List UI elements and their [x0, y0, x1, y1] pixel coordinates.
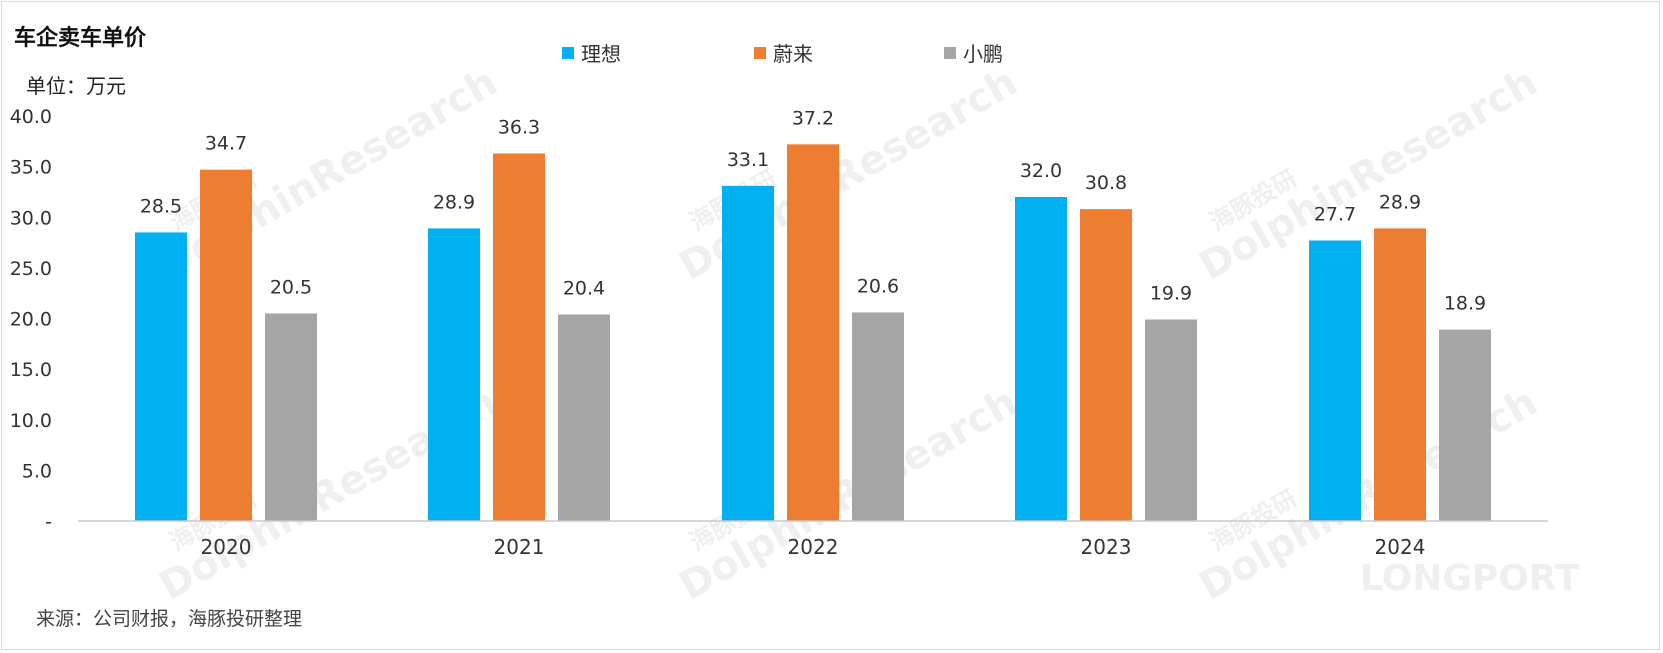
x-tick-label-2021: 2021: [494, 535, 545, 559]
watermark-brand-text: LONGPORT: [1360, 558, 1580, 599]
bar-2020-series-2: [265, 313, 317, 521]
x-tick-label-2020: 2020: [201, 535, 252, 559]
chart-title: 车企卖车单价: [14, 26, 147, 51]
y-tick-label-2: 10.0: [10, 410, 52, 432]
bar-2021-series-0: [428, 228, 480, 521]
data-label-2020-series-2: 20.5: [270, 276, 312, 298]
legend-label-xpeng: 小鹏: [963, 42, 1003, 66]
x-tick-label-2024: 2024: [1375, 535, 1426, 559]
legend-swatch-lixiang: [562, 46, 574, 59]
legend-swatch-nio: [754, 46, 766, 59]
bar-2024-series-2: [1439, 329, 1491, 521]
data-labels-layer: 28.5 34.7 20.5 28.9 36.3 20.4 33.1 37.2 20.6 32.0…: [140, 107, 1486, 314]
y-tick-label-5: 25.0: [10, 258, 52, 280]
bar-2020-series-1: [200, 169, 252, 521]
data-label-2024-series-0: 27.7: [1314, 204, 1356, 226]
data-label-2022-series-1: 37.2: [792, 107, 834, 129]
unit-label: 单位：万元: [26, 74, 126, 98]
data-label-2024-series-2: 18.9: [1444, 293, 1486, 315]
bar-2024-series-0: [1309, 240, 1361, 521]
y-tick-label-1: 5.0: [22, 460, 52, 482]
bar-2022-series-0: [722, 185, 774, 522]
data-label-2024-series-1: 28.9: [1379, 191, 1421, 213]
legend-item-xpeng: 小鹏: [944, 38, 1003, 67]
legend-label-lixiang: 理想: [581, 42, 621, 66]
data-label-2023-series-1: 30.8: [1085, 172, 1127, 194]
legend-item-lixiang: 理想: [562, 38, 621, 67]
legend-item-nio: 蔚来: [754, 38, 813, 67]
y-tick-label-7: 35.0: [10, 157, 52, 179]
x-axis: 2020 2021 2022 2023 2024: [78, 520, 1548, 559]
y-tick-label-6: 30.0: [10, 207, 52, 229]
data-label-2023-series-0: 32.0: [1020, 160, 1062, 182]
data-label-2021-series-1: 36.3: [498, 116, 540, 138]
bar-2020-series-0: [135, 232, 187, 521]
data-label-2022-series-0: 33.1: [727, 149, 769, 171]
data-label-2021-series-2: 20.4: [563, 277, 605, 299]
y-tick-label-4: 20.0: [10, 309, 52, 331]
watermark-en-text: DolphinResearch: [1192, 59, 1545, 290]
y-tick-label-3: 15.0: [10, 359, 52, 381]
x-tick-label-2023: 2023: [1081, 535, 1132, 559]
bar-2022-series-2: [852, 312, 904, 521]
bar-2021-series-2: [558, 314, 610, 521]
data-label-2022-series-2: 20.6: [857, 275, 899, 297]
legend: 理想 蔚来 小鹏: [0, 38, 1663, 68]
y-tick-label-8: 40.0: [10, 106, 52, 128]
bar-2023-series-2: [1145, 319, 1197, 521]
y-axis: - 5.0 10.0 15.0 20.0 25.0 30.0 35.0 40.0: [10, 106, 52, 533]
y-tick-label-0: -: [45, 511, 52, 533]
bar-2023-series-0: [1015, 197, 1067, 521]
source-note: 来源：公司财报，海豚投研整理: [36, 608, 303, 630]
bars-layer: [135, 144, 1491, 522]
legend-swatch-xpeng: [944, 46, 956, 59]
legend-label-nio: 蔚来: [773, 42, 813, 66]
data-label-2023-series-2: 19.9: [1150, 283, 1192, 305]
data-label-2021-series-0: 28.9: [433, 191, 475, 213]
bar-2023-series-1: [1080, 209, 1132, 521]
bar-2022-series-1: [787, 144, 839, 521]
data-label-2020-series-0: 28.5: [140, 195, 182, 217]
x-tick-label-2022: 2022: [788, 535, 839, 559]
data-label-2020-series-1: 34.7: [205, 133, 247, 155]
bar-2021-series-1: [493, 153, 545, 521]
bar-2024-series-1: [1374, 228, 1426, 521]
